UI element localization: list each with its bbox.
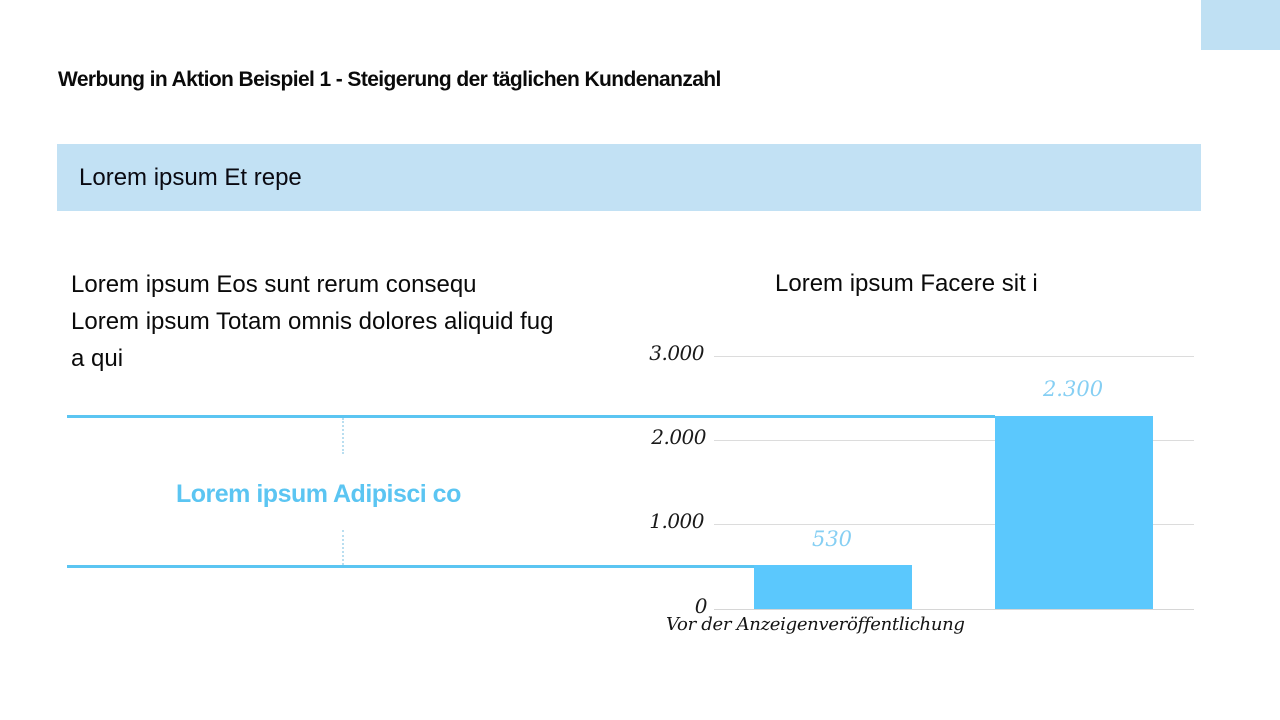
gridline-2000 (714, 440, 1194, 441)
bar-value-label: 530 (811, 527, 853, 551)
x-category-label: Vor der Anzeigenveröffentlichung (666, 614, 965, 635)
slide-title: Werbung in Aktion Beispiel 1 - Steigerun… (58, 68, 721, 91)
chart-title: Lorem ipsum Facere sit i (775, 270, 1038, 297)
y-tick-label: 1.000 (649, 509, 704, 533)
gridline-0 (714, 609, 1194, 610)
callout-divider-top (342, 418, 344, 454)
body-line: Lorem ipsum Totam omnis dolores aliquid … (71, 308, 554, 335)
body-line: Lorem ipsum Eos sunt rerum consequ (71, 271, 477, 298)
bar-before (754, 565, 912, 609)
callout-top-line (67, 415, 995, 418)
y-tick-label: 3.000 (649, 341, 704, 365)
body-text: Lorem ipsum Eos sunt rerum consequ Lorem… (71, 266, 651, 377)
corner-decoration (1201, 0, 1280, 50)
y-tick-label: 0 (694, 594, 708, 618)
callout-divider-bottom (342, 530, 344, 565)
bar-value-label: 2.300 (1042, 377, 1104, 401)
body-line: a qui (71, 345, 124, 372)
gridline-1000 (714, 524, 1194, 525)
y-tick-label: 2.000 (651, 425, 706, 449)
callout-text: Lorem ipsum Adipisci co (176, 480, 461, 508)
callout-bottom-line (67, 565, 757, 568)
bar-after (995, 416, 1153, 609)
section-banner: Lorem ipsum Et repe (57, 144, 1201, 211)
banner-text: Lorem ipsum Et repe (79, 164, 302, 191)
gridline-3000 (714, 356, 1194, 357)
